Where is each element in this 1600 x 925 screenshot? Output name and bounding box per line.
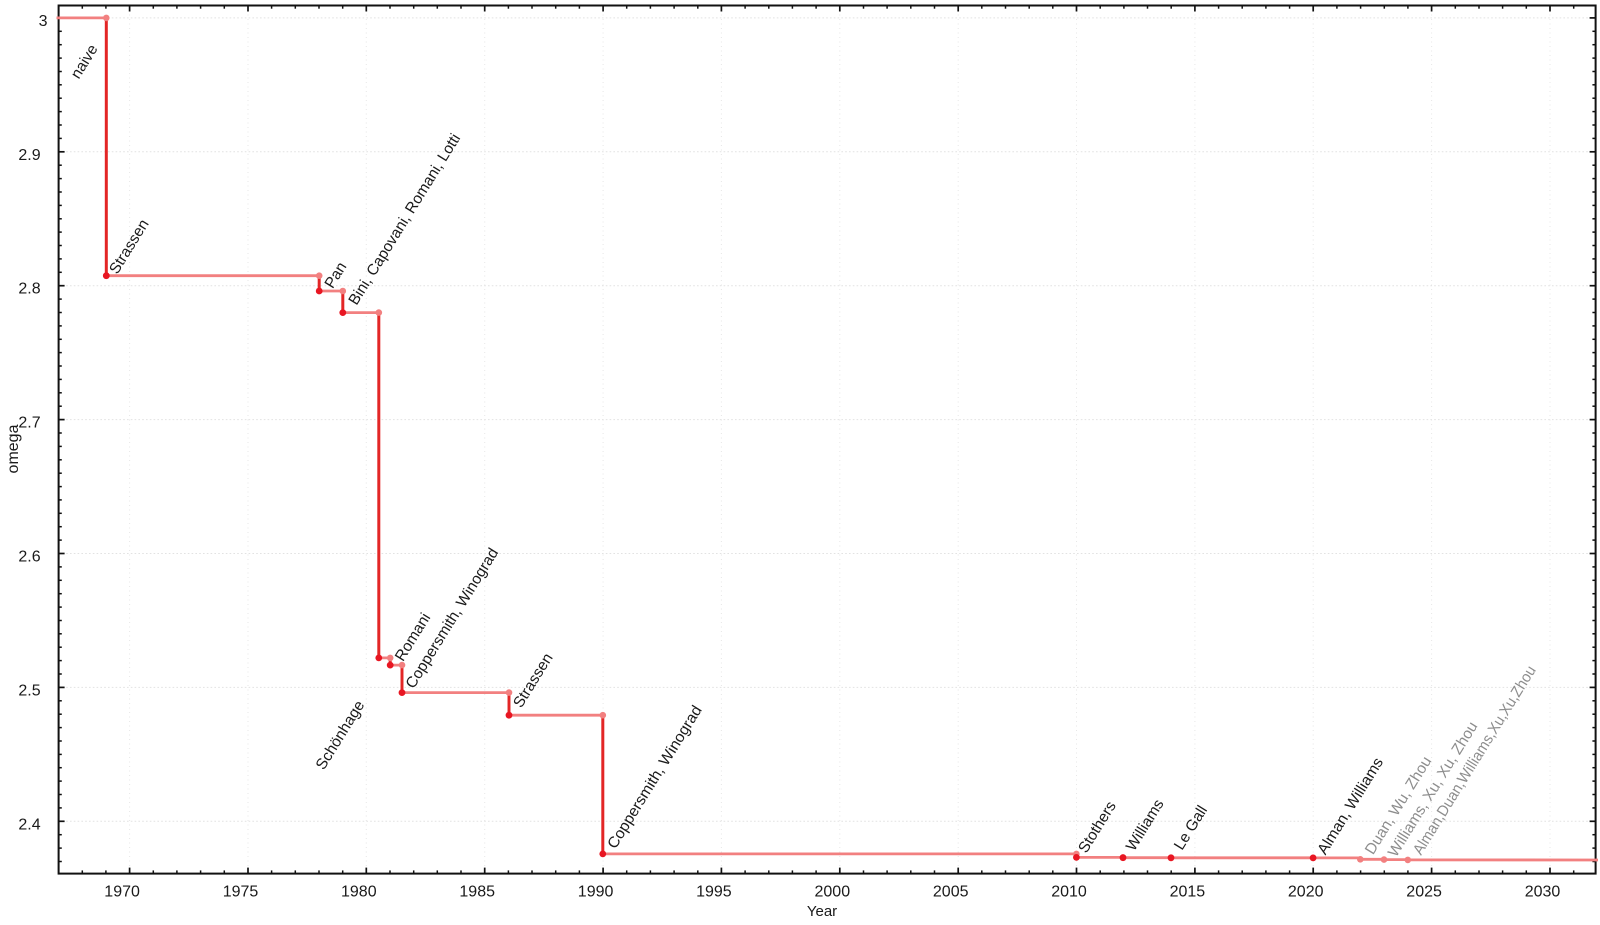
svg-text:2020: 2020 — [1288, 884, 1324, 901]
svg-text:2.8: 2.8 — [18, 281, 40, 298]
svg-text:2010: 2010 — [1051, 884, 1087, 901]
svg-text:omega: omega — [5, 424, 22, 473]
svg-text:1995: 1995 — [696, 884, 732, 901]
svg-text:2.7: 2.7 — [18, 415, 40, 432]
svg-text:1980: 1980 — [341, 884, 377, 901]
svg-text:3: 3 — [39, 13, 48, 30]
svg-text:1985: 1985 — [459, 884, 495, 901]
svg-text:2.5: 2.5 — [18, 682, 40, 699]
svg-text:2.9: 2.9 — [18, 147, 40, 164]
svg-text:2030: 2030 — [1525, 884, 1561, 901]
svg-text:1970: 1970 — [104, 884, 140, 901]
svg-text:Year: Year — [807, 903, 837, 920]
svg-text:2.6: 2.6 — [18, 549, 40, 566]
svg-text:1990: 1990 — [578, 884, 614, 901]
svg-text:2025: 2025 — [1406, 884, 1442, 901]
svg-text:2000: 2000 — [815, 884, 851, 901]
svg-text:2015: 2015 — [1170, 884, 1206, 901]
svg-text:2.4: 2.4 — [18, 816, 40, 833]
svg-text:2005: 2005 — [933, 884, 969, 901]
svg-text:1975: 1975 — [223, 884, 259, 901]
